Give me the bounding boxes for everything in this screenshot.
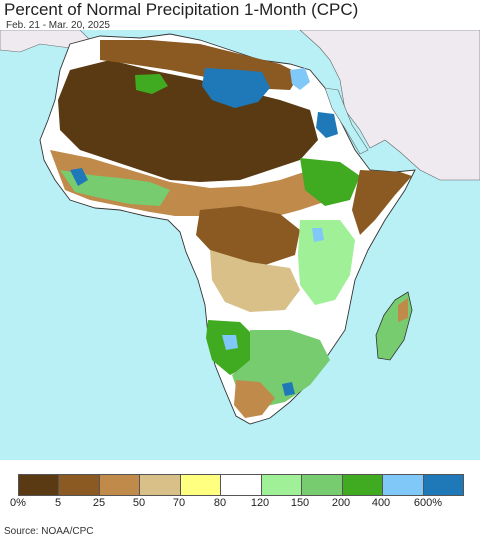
lake-victoria-wet [312,228,324,242]
madagascar-dry [398,298,408,322]
legend-label-0: 0% [10,497,26,509]
page-title: Percent of Normal Precipitation 1-Month … [4,0,359,19]
legend-swatch-5 [221,475,262,495]
east-africa-green [298,220,355,305]
algeria-green-area [135,74,168,94]
south-africa-brown [234,380,275,418]
legend-swatch-0 [19,475,60,495]
source-credit: Source: NOAA/CPC [4,526,94,537]
legend-swatch-6 [261,475,303,495]
legend-labels: 0% 5 25 50 70 80 120 150 200 400 600% [0,497,480,511]
legend-label-4: 70 [172,497,186,509]
horn-brown [352,170,412,235]
congo-tan [210,250,300,312]
legend-swatch-2 [99,475,141,495]
legend-swatch-7 [302,475,343,495]
legend-label-6: 120 [250,497,270,509]
legend-label-5: 80 [213,497,227,509]
legend-swatch-10 [423,475,463,495]
legend-label-8: 200 [331,497,351,509]
legend-label-7: 150 [290,497,310,509]
legend-label-10: 600% [413,497,443,509]
nile-wet-area [316,112,338,138]
south-east-wet [282,382,295,396]
red-sea [324,87,369,155]
legend-label-9: 400 [371,497,391,509]
legend-swatch-9 [383,475,424,495]
legend-label-1: 5 [54,497,62,509]
legend-label-2: 25 [92,497,106,509]
legend-label-3: 50 [132,497,146,509]
central-africa-brown [196,206,300,265]
namibia-wet [222,335,238,350]
precipitation-map [0,30,480,460]
sahara-dry-zone [58,60,318,182]
legend-swatch-8 [342,475,384,495]
color-legend [18,474,464,496]
africa-map-svg [0,30,480,425]
middle-east-landmass [299,30,480,181]
legend-swatch-1 [59,475,100,495]
libya-wet-area [202,68,270,108]
legend-swatch-3 [140,475,181,495]
west-africa-wet [70,168,88,186]
date-range: Feb. 21 - Mar. 20, 2025 [6,20,110,31]
ethiopia-green [300,158,360,206]
egypt-wet-area [290,68,310,90]
europe-landmass [0,30,91,53]
legend-swatch-4 [180,475,222,495]
